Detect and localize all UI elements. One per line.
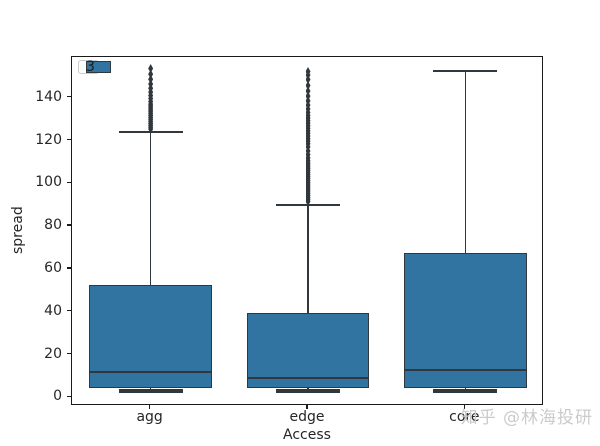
legend-color-patch	[86, 61, 111, 73]
y-tick-label: 80	[44, 217, 62, 234]
y-tick-label: 0	[53, 388, 62, 405]
edge-outlier	[305, 86, 311, 96]
core-upper-whisker	[464, 70, 467, 253]
y-tick-label: 100	[35, 174, 62, 191]
edge-lower-cap	[276, 388, 340, 393]
core-upper-cap	[433, 69, 498, 72]
boxes-layer	[72, 57, 542, 404]
edge-outlier	[305, 91, 311, 101]
plot-area: 3	[71, 56, 543, 405]
y-tick-mark	[67, 181, 71, 184]
core-box	[403, 252, 527, 389]
x-tick-label-core: core	[449, 409, 480, 425]
y-tick-mark	[67, 395, 71, 398]
agg-upper-whisker	[149, 131, 152, 286]
agg-outlier	[148, 69, 154, 79]
core-lower-cap	[433, 388, 498, 393]
edge-upper-whisker	[307, 204, 309, 313]
y-tick-mark	[67, 95, 71, 98]
legend-label: 3	[86, 59, 95, 75]
x-tick-mark	[463, 405, 466, 409]
watermark: 知乎 @林海投研	[460, 408, 593, 428]
y-tick-label: 120	[35, 131, 62, 148]
y-tick-mark	[67, 267, 71, 269]
y-tick-label: 60	[44, 259, 62, 276]
edge-box	[246, 312, 370, 389]
x-tick-label-agg: agg	[136, 409, 163, 425]
y-tick-mark	[67, 352, 71, 355]
y-tick-mark	[67, 310, 71, 312]
x-axis-label: Access	[283, 427, 331, 443]
agg-median-line	[89, 370, 213, 373]
core-median-line	[403, 368, 527, 371]
y-tick-label: 40	[44, 302, 62, 319]
edge-median-line	[246, 377, 370, 380]
agg-outlier	[148, 79, 154, 89]
agg-lower-cap	[118, 388, 183, 393]
y-tick-mark	[67, 224, 71, 226]
agg-outlier	[148, 74, 154, 84]
x-tick-mark	[148, 405, 151, 409]
edge-outlier	[305, 80, 311, 90]
y-tick-mark	[67, 138, 71, 141]
edge-outlier	[305, 96, 311, 106]
x-tick-label-edge: edge	[289, 409, 325, 425]
y-tick-label: 20	[44, 345, 62, 362]
x-tick-mark	[306, 405, 308, 409]
y-tick-label: 140	[35, 88, 62, 105]
agg-outlier	[148, 64, 154, 74]
legend: 3	[78, 59, 111, 75]
edge-outlier	[305, 67, 311, 77]
